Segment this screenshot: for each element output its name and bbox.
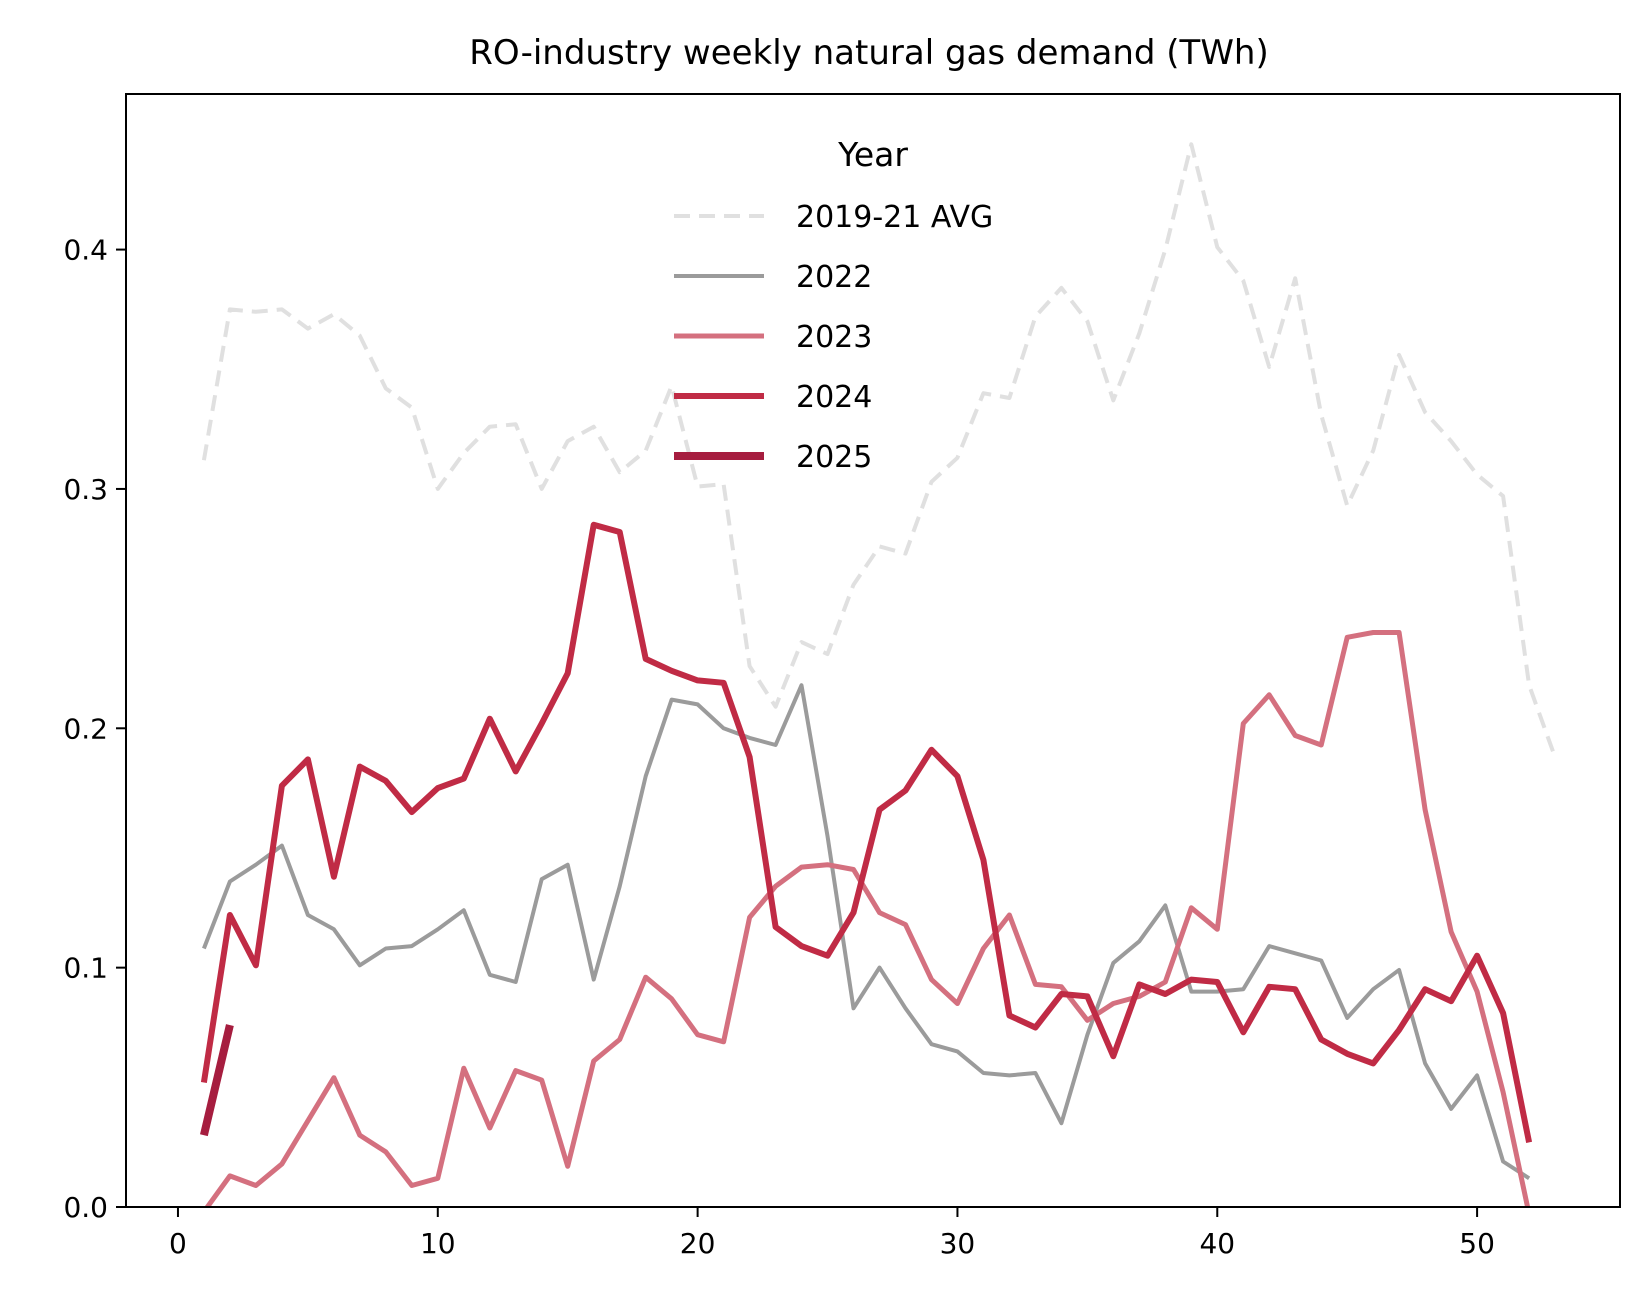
legend-label-2019-21-avg: 2019-21 AVG <box>796 200 993 235</box>
legend-label-2025: 2025 <box>796 440 872 475</box>
legend-label-2023: 2023 <box>796 320 872 355</box>
plot-frame <box>125 93 1621 1208</box>
series-line-2022 <box>202 683 1531 1180</box>
x-tick-label: 30 <box>940 1227 976 1260</box>
y-tick-label: 0.0 <box>63 1191 108 1224</box>
series-line-2024 <box>200 521 1533 1143</box>
legend-label-2024: 2024 <box>796 380 872 415</box>
legend-title: Year <box>837 135 908 174</box>
series-layer <box>200 142 1557 1207</box>
x-tick-label: 50 <box>1459 1227 1495 1260</box>
y-tick-label: 0.4 <box>63 234 108 267</box>
x-tick-label: 40 <box>1199 1227 1235 1260</box>
chart-title: RO-industry weekly natural gas demand (T… <box>469 33 1269 73</box>
legend: Year 2019-21 AVG 2022 2023 2024 2025 <box>674 135 993 475</box>
legend-label-2022: 2022 <box>796 260 872 295</box>
x-tick-label: 10 <box>420 1227 456 1260</box>
x-tick-label: 20 <box>680 1227 716 1260</box>
series-line-2025 <box>200 1024 234 1137</box>
series-line-2019-21-avg <box>201 142 1557 758</box>
x-tick-label: 0 <box>169 1227 187 1260</box>
axes-layer: 0 10 20 30 40 50 0.0 0.1 0.2 0.3 0.4 <box>63 93 1621 1260</box>
series-line-2023 <box>204 630 1531 1207</box>
y-tick-label: 0.1 <box>63 952 108 985</box>
y-tick-label: 0.3 <box>63 473 108 506</box>
y-tick-label: 0.2 <box>63 712 108 745</box>
